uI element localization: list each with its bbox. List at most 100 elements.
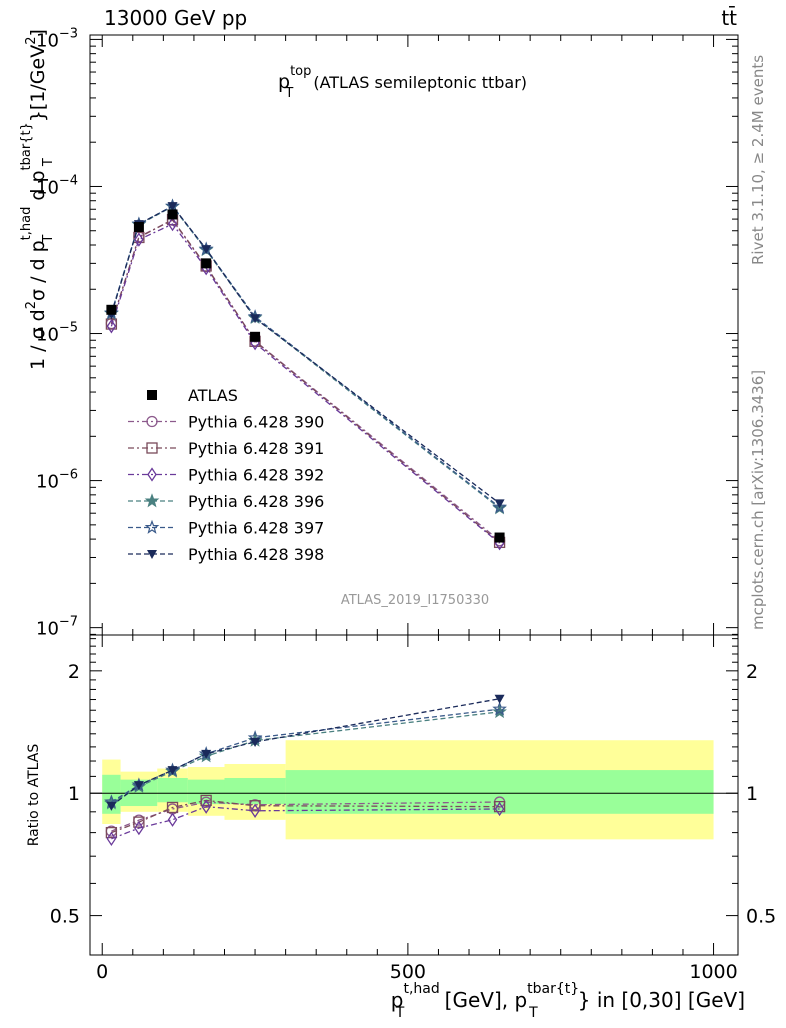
ratio-series-point: [167, 812, 178, 827]
ratio-tick-label: 2: [68, 661, 80, 683]
x-tick-label: 1000: [689, 961, 737, 983]
ratio-series-point: [494, 694, 505, 704]
series-point: [106, 319, 117, 334]
legend: ATLAS Pythia 6.428 390 Pythia 6.428 391 Pyt…: [128, 386, 324, 564]
uncertainty-band-inner: [157, 778, 188, 803]
title-base: p: [278, 71, 290, 93]
ylabel-b-sub: T: [41, 235, 56, 244]
title-rest: (ATLAS semileptonic ttbar): [313, 73, 527, 92]
ratio-series-point: [201, 799, 211, 814]
data-point: [167, 209, 178, 220]
ratio-axes: 0 500 1000 0.5 0.5 1 1 2 2: [50, 635, 776, 983]
y-tick-label: 10−5: [36, 321, 78, 346]
legend-label: Pythia 6.428 392: [188, 466, 324, 485]
ylabel-e: ]: [27, 29, 49, 36]
xlabel-b: [GeV], p: [438, 988, 527, 1012]
ratio-panel-frame: [89, 634, 739, 956]
header-energy: 13000 GeV pp: [104, 6, 247, 30]
ratio-tick-label-right: 0.5: [746, 906, 776, 928]
ylabel-c-sub: T: [41, 158, 56, 167]
mcplots-label: mcplots.cern.ch [arXiv:1306.3436]: [749, 370, 767, 630]
ratio-tick-label-right: 1: [746, 783, 758, 805]
series-point: [134, 232, 144, 247]
xlabel-a-sub: T: [395, 1005, 405, 1021]
x-tick-label: 0: [96, 961, 108, 983]
main-series: [104, 198, 507, 551]
data-point: [133, 222, 144, 233]
series-line: [110, 218, 500, 543]
legend-marker: [147, 550, 157, 559]
legend-label: Pythia 6.428 390: [188, 413, 324, 432]
legend-label-data: ATLAS: [188, 386, 238, 405]
legend-label: Pythia 6.428 398: [188, 545, 324, 564]
ratio-series-point: [201, 749, 212, 759]
series-line: [110, 205, 500, 504]
y-tick-label: 10−3: [36, 26, 78, 51]
ratio-series-line: [111, 708, 500, 803]
ylabel-c: d p: [27, 170, 49, 206]
legend-marker: [147, 467, 157, 482]
ratio-series-point: [106, 801, 117, 811]
data-point: [106, 304, 117, 315]
ratio-series-line: [111, 698, 500, 807]
series-line: [110, 223, 500, 544]
xlabel-a-sup: t,had: [403, 981, 439, 997]
legend-marker: [146, 442, 158, 454]
ratio-series-point: [166, 801, 179, 814]
ratio-tick-label: 0.5: [50, 906, 80, 928]
title-sub: T: [284, 86, 293, 101]
ratio-y-label: Ratio to ATLAS: [26, 744, 42, 847]
ratio-tick-label-right: 2: [746, 661, 758, 683]
ratio-series-point: [493, 800, 506, 813]
analysis-label: ATLAS_2019_I1750330: [341, 593, 489, 608]
ylabel-d: }[1/GeV: [27, 45, 49, 122]
series-point: [167, 202, 178, 212]
data-point: [494, 532, 505, 543]
ratio-series-point: [492, 701, 507, 716]
legend-marker: [146, 415, 158, 428]
legend-label: Pythia 6.428 396: [188, 492, 324, 511]
y-axis-label: 1 / σ d2σ / d pt,had T d ptbar{t} T}[1/GeV…: [19, 29, 56, 370]
ratio-series: [104, 694, 507, 846]
x-axis-label: pt,had T [GeV], ptbar{t} T} in [0,30] [GeV…: [391, 981, 745, 1021]
ylabel-b-sup: t,had: [19, 207, 34, 241]
series-point: [492, 499, 507, 514]
ratio-bands: [102, 740, 714, 840]
legend-label: Pythia 6.428 397: [188, 519, 324, 538]
series-line: [110, 205, 500, 508]
header-process: tt̄: [721, 5, 737, 30]
data-point: [250, 331, 261, 342]
legend-marker-data: [147, 390, 157, 400]
ratio-series-point: [106, 831, 117, 846]
ratio-series-point: [133, 781, 144, 791]
series-point: [494, 499, 505, 509]
ylabel-a: 1 / σ d: [27, 309, 49, 370]
ratio-tick-label: 1: [68, 783, 80, 805]
y-tick-label: 10−7: [36, 615, 78, 640]
ratio-series-point: [105, 826, 118, 839]
ylabel-c-sup: tbar{t}: [19, 122, 34, 170]
ylabel-b: σ / d p: [27, 240, 49, 301]
ratio-series-point: [494, 801, 505, 817]
ratio-series-point: [167, 766, 178, 776]
title-sup: top: [290, 64, 311, 79]
ylabel-d-sup: 2: [24, 37, 39, 45]
rivet-label: Rivet 3.1.10, ≥ 2.4M events: [749, 55, 767, 265]
y-tick-label: 10−4: [36, 173, 78, 198]
chart-title: ptop T (ATLAS semileptonic ttbar): [278, 64, 527, 101]
x-tick-label: 500: [390, 961, 426, 983]
ratio-series-line: [111, 806, 500, 840]
ratio-series-point: [133, 816, 145, 828]
xlabel-a: p: [391, 988, 404, 1012]
series-point: [167, 216, 178, 232]
series-point: [201, 245, 212, 255]
xlabel-c: } in [0,30] [GeV]: [578, 988, 745, 1012]
ratio-series-line: [111, 711, 500, 804]
y-tick-label: 10−6: [36, 468, 78, 493]
series-point: [250, 314, 261, 324]
ratio-series-point: [250, 803, 260, 818]
ratio-series-point: [200, 794, 212, 807]
ylabel-a-sup: 2: [24, 301, 39, 309]
legend-label: Pythia 6.428 391: [188, 439, 324, 458]
